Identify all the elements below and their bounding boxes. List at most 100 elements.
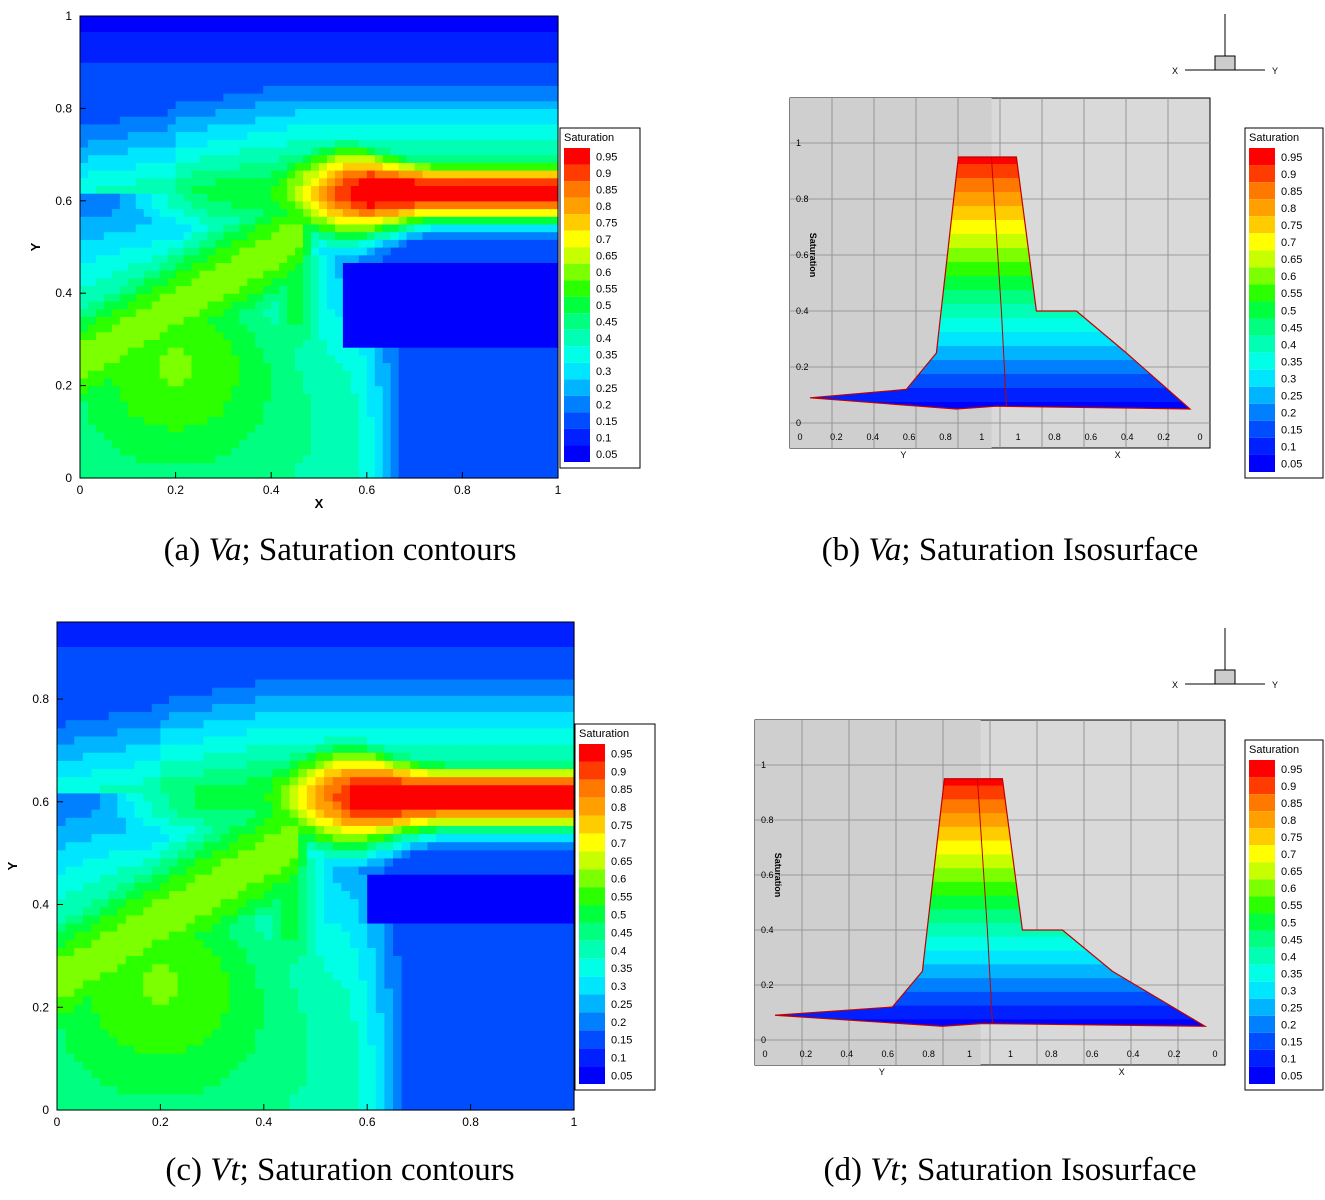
contour-cell	[191, 354, 201, 364]
contour-cell	[191, 123, 201, 133]
contour-cell	[470, 23, 479, 32]
contour-cell	[183, 247, 193, 256]
contour-cell	[231, 31, 240, 40]
contour-cell	[247, 370, 256, 379]
contour-cell	[518, 154, 527, 163]
contour-cell	[311, 424, 320, 433]
contour-cell	[358, 285, 368, 294]
contour-cell	[374, 347, 384, 356]
contour-cell	[319, 146, 328, 156]
contour-cell	[438, 85, 448, 94]
contour-cell	[366, 385, 376, 394]
contour-cell	[358, 270, 368, 279]
contour-cell	[263, 431, 272, 441]
contour-cell	[186, 744, 196, 753]
contour-cell	[100, 996, 110, 1005]
contour-cell	[303, 85, 312, 94]
contour-cell	[203, 638, 213, 647]
contour-cell	[95, 262, 105, 271]
contour-cell	[486, 454, 495, 464]
contour-cell	[191, 131, 201, 140]
contour-cell	[390, 470, 400, 479]
contour-cell	[494, 200, 503, 210]
contour-cell	[135, 100, 145, 109]
contour-cell	[358, 324, 368, 333]
contour-cell	[95, 146, 105, 156]
contour-cell	[117, 1069, 127, 1079]
contour-cell	[247, 270, 256, 279]
contour-cell	[100, 1053, 110, 1062]
contour-cell	[103, 308, 113, 317]
contour-cell	[358, 377, 368, 387]
contour-cell	[518, 277, 527, 287]
contour-cell	[350, 54, 360, 63]
contour-cell	[350, 46, 360, 56]
contour-cell	[486, 216, 495, 225]
contour-cell	[125, 662, 136, 672]
contour-cell	[438, 116, 448, 125]
legend-label: 0.9	[596, 168, 611, 180]
contour-cell	[100, 752, 110, 761]
contour-cell	[350, 239, 360, 248]
contour-cell	[303, 231, 312, 240]
contour-cell	[342, 393, 352, 402]
contour-cell	[263, 408, 272, 417]
contour-cell	[100, 849, 110, 859]
contour-cell	[422, 247, 432, 256]
contour-cell	[247, 116, 256, 125]
contour-cell	[159, 270, 169, 279]
contour-cell	[194, 727, 205, 737]
contour-cell	[358, 193, 368, 202]
contour-cell	[454, 308, 463, 317]
contour-cell	[263, 93, 272, 102]
contour-cell	[100, 841, 110, 851]
contour-cell	[239, 416, 248, 425]
contour-cell	[151, 890, 161, 900]
contour-cell	[167, 62, 177, 71]
contour-cell	[223, 416, 232, 425]
legend-swatch	[564, 379, 590, 396]
legend-label: 0.5	[1281, 305, 1296, 317]
contour-cell	[194, 1077, 205, 1087]
contour-cell	[143, 139, 153, 148]
contour-cell	[542, 270, 551, 279]
contour-cell	[319, 247, 328, 256]
contour-cell	[127, 123, 137, 133]
contour-cell	[125, 1077, 136, 1087]
contour-cell	[462, 200, 471, 210]
contour-cell	[510, 293, 519, 302]
contour-cell	[350, 447, 360, 456]
contour-cell	[271, 200, 280, 210]
contour-cell	[151, 408, 161, 417]
contour-cell	[207, 116, 217, 125]
contour-cell	[366, 447, 376, 456]
contour-cell	[175, 439, 185, 448]
contour-cell	[239, 331, 248, 340]
contour-cell	[175, 370, 185, 379]
contour-cell	[518, 401, 527, 410]
contour-cell	[446, 331, 456, 340]
contour-cell	[446, 208, 456, 217]
base-tick-label: 0.2	[1157, 432, 1170, 442]
contour-cell	[95, 362, 105, 371]
contour-cell	[319, 370, 328, 379]
contour-cell	[103, 300, 113, 310]
contour-cell	[295, 123, 304, 133]
contour-cell	[127, 223, 137, 233]
contour-cell	[454, 431, 463, 441]
contour-cell	[350, 439, 360, 448]
contour-cell	[470, 293, 479, 302]
contour-cell	[167, 200, 177, 210]
contour-cell	[295, 200, 304, 210]
contour-cell	[462, 362, 471, 371]
contour-cell	[334, 254, 344, 263]
contour-cell	[255, 193, 264, 202]
contour-cell	[374, 439, 384, 448]
contour-cell	[203, 1069, 213, 1079]
contour-cell	[80, 23, 89, 32]
contour-cell	[74, 735, 84, 745]
contour-cell	[414, 69, 424, 79]
contour-cell	[108, 963, 118, 973]
contour-cell	[526, 123, 535, 133]
contour-cell	[87, 362, 97, 371]
